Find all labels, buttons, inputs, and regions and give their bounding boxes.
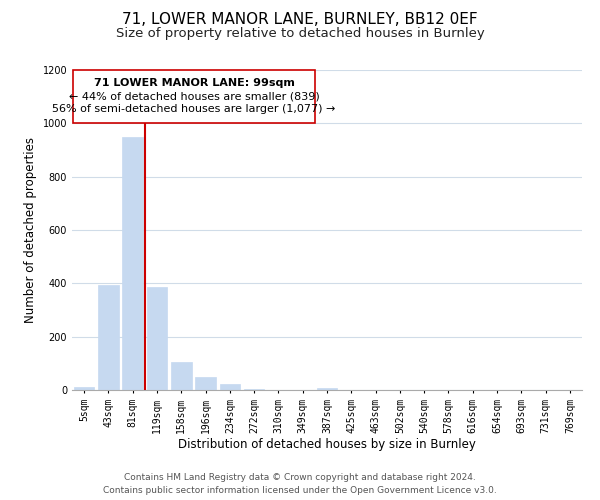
Bar bbox=[171, 362, 191, 390]
Text: 71, LOWER MANOR LANE, BURNLEY, BB12 0EF: 71, LOWER MANOR LANE, BURNLEY, BB12 0EF bbox=[122, 12, 478, 28]
Bar bbox=[317, 388, 337, 390]
Y-axis label: Number of detached properties: Number of detached properties bbox=[24, 137, 37, 323]
Bar bbox=[220, 384, 240, 390]
Bar bbox=[98, 284, 119, 390]
Text: Size of property relative to detached houses in Burnley: Size of property relative to detached ho… bbox=[116, 28, 484, 40]
Text: 56% of semi-detached houses are larger (1,077) →: 56% of semi-detached houses are larger (… bbox=[52, 104, 336, 114]
Bar bbox=[122, 136, 143, 390]
Text: ← 44% of detached houses are smaller (839): ← 44% of detached houses are smaller (83… bbox=[68, 92, 319, 102]
Bar bbox=[244, 388, 265, 390]
Bar bbox=[146, 288, 167, 390]
Bar bbox=[195, 376, 216, 390]
Text: 71 LOWER MANOR LANE: 99sqm: 71 LOWER MANOR LANE: 99sqm bbox=[94, 78, 295, 88]
Bar bbox=[74, 388, 94, 390]
Text: Contains HM Land Registry data © Crown copyright and database right 2024.
Contai: Contains HM Land Registry data © Crown c… bbox=[103, 473, 497, 495]
X-axis label: Distribution of detached houses by size in Burnley: Distribution of detached houses by size … bbox=[178, 438, 476, 452]
Bar bbox=[73, 70, 315, 124]
